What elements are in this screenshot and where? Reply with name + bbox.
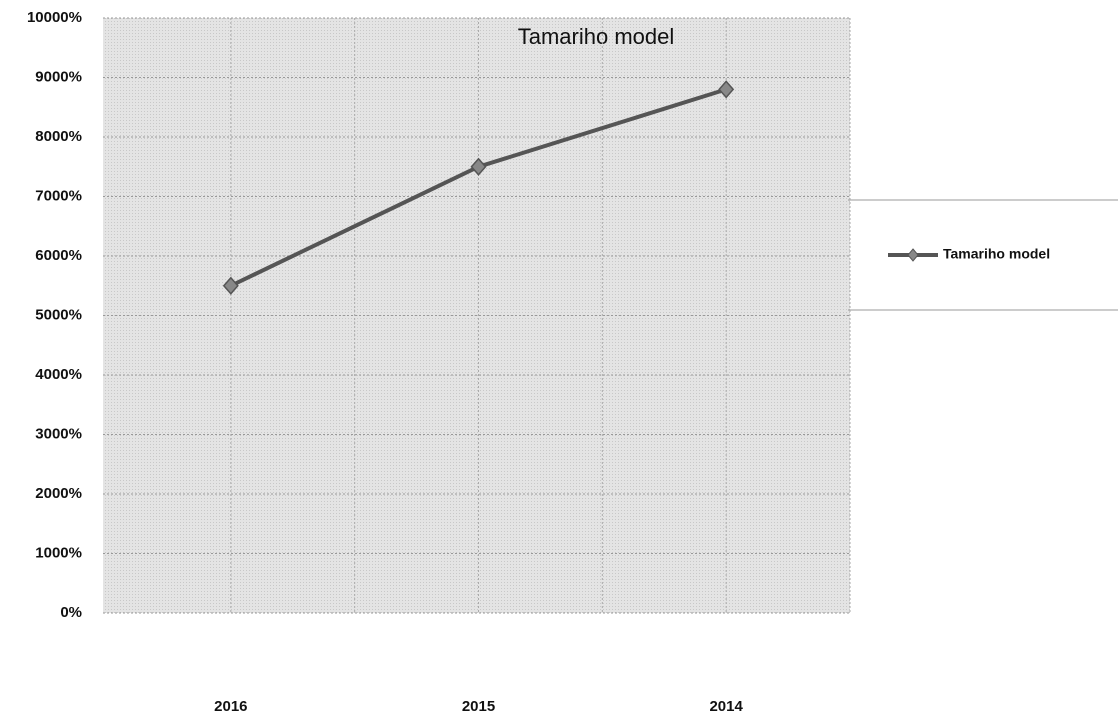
legend-marker: [907, 248, 919, 262]
y-tick-label: 9000%: [35, 68, 82, 85]
y-tick-label: 8000%: [35, 128, 82, 145]
y-tick-label: 5000%: [35, 306, 82, 323]
y-tick-label: 1000%: [35, 544, 82, 561]
x-tick-label: 2016: [214, 698, 247, 715]
y-tick-label: 3000%: [35, 425, 82, 442]
point-marker: [718, 80, 735, 99]
y-tick-label: 7000%: [35, 187, 82, 204]
y-tick-label: 2000%: [35, 485, 82, 502]
point-marker: [222, 276, 239, 295]
point-marker: [470, 157, 487, 176]
y-tick-label: 10000%: [27, 9, 82, 26]
legend-label: Tamariho model: [943, 246, 1050, 262]
y-tick-label: 4000%: [35, 366, 82, 383]
x-tick-label: 2014: [709, 698, 743, 715]
y-tick-label: 0%: [60, 604, 82, 621]
chart-title: Tamariho model: [518, 24, 675, 49]
x-tick-label: 2015: [462, 698, 495, 715]
y-tick-label: 6000%: [35, 247, 82, 264]
